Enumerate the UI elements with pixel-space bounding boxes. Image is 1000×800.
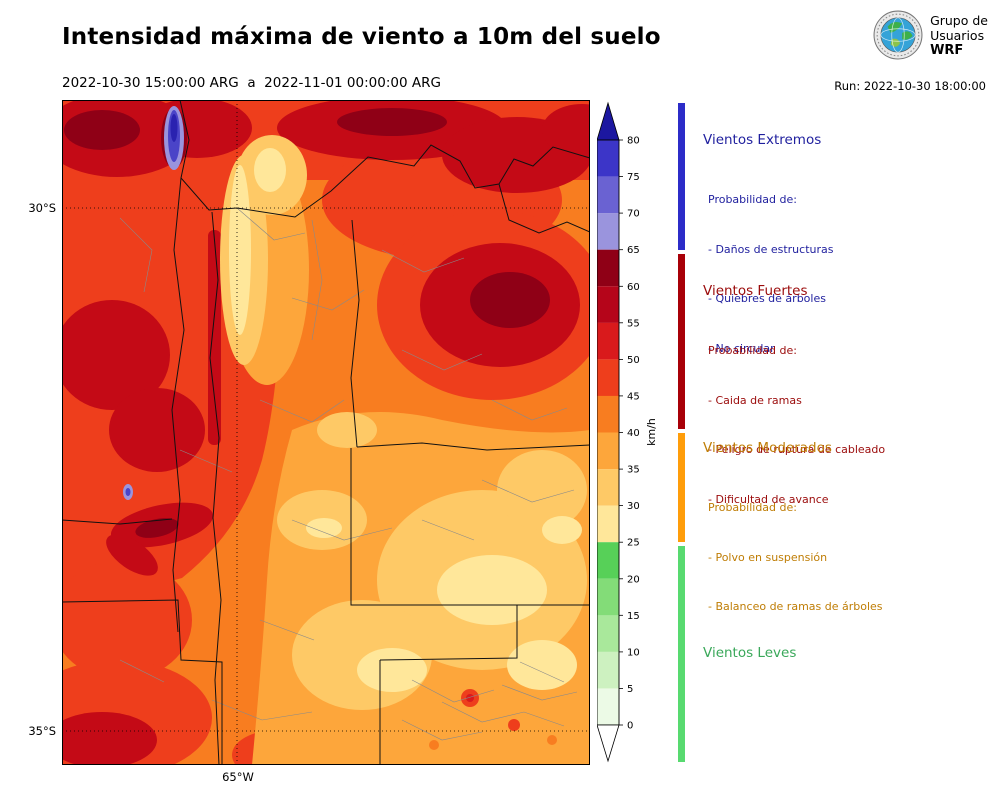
wind-map [62,100,590,765]
legend-item: - Polvo en suspensión [708,550,828,564]
svg-text:55: 55 [627,318,640,329]
category-strip-fuertes [678,254,685,429]
category-strip-extremos [678,103,685,250]
svg-text:25: 25 [627,538,640,549]
legend-prob-label: Probabilidad de: [708,193,797,206]
wrf-logo: Grupo de Usuarios WRF [873,10,988,60]
legend-item: - Quiebres de árboles [708,292,826,305]
legend-body-moderados: Probabilidad de: - Polvo en suspensión -… [703,467,993,649]
legend-title-fuertes: Vientos Fuertes [703,283,808,299]
svg-text:30: 30 [627,501,640,512]
legend-fuertes: Vientos Fuertes Probabilidad de: - Caida… [703,283,993,541]
svg-text:75: 75 [627,172,640,183]
legend-title-moderados: Vientos Moderados [703,440,832,456]
legend-item: - Caida de ramas [708,393,802,407]
svg-text:5: 5 [627,684,633,695]
lat-label-30s: 30°S [28,201,56,215]
legend-leves: Vientos Leves [703,645,993,661]
svg-text:60: 60 [627,282,640,293]
logo-line3: WRF [930,42,964,58]
legend-item: - Balanceo de ramas de árboles [708,600,883,613]
model-run-label: Run: 2022-10-30 18:00:00 [834,79,986,93]
legend-title-extremos: Vientos Extremos [703,132,822,148]
legend-extremos: Vientos Extremos Probabilidad de: - Daño… [703,132,993,390]
svg-text:15: 15 [627,611,640,622]
svg-text:20: 20 [627,574,640,585]
legend-prob-label: Probabilidad de: [708,344,797,357]
svg-text:45: 45 [627,391,640,402]
legend-body-fuertes: Probabilidad de: - Caida de ramas - Peli… [703,310,993,541]
lat-label-35s: 35°S [28,724,56,738]
map-frame [62,100,590,765]
wind-field-fill [62,100,590,765]
colorbar-segments [597,101,620,763]
colorbar-ticks [619,139,623,726]
lon-label-65w: 65°W [222,770,254,784]
svg-text:10: 10 [627,647,640,658]
legend-title-leves: Vientos Leves [703,645,797,661]
province-borders [62,100,590,765]
page-title: Intensidad máxima de viento a 10m del su… [62,24,661,50]
globe-icon [873,10,923,60]
department-borders [119,207,578,741]
colorbar-tick-labels: 80 75 70 65 60 55 50 45 40 35 30 25 20 1… [627,136,640,732]
legend-prob-label: Probabilidad de: [708,501,797,514]
legend-item: - Daños de estructuras [708,242,834,256]
colorbar-under-arrow [597,724,620,763]
svg-text:65: 65 [627,245,640,256]
svg-text:50: 50 [627,355,640,366]
svg-text:0: 0 [627,721,633,732]
graticule-lines [62,100,590,765]
colorbar-unit-label: km/h [645,418,658,446]
svg-text:80: 80 [627,136,640,147]
svg-text:70: 70 [627,209,640,220]
legend-body-extremos: Probabilidad de: - Daños de estructuras … [703,159,993,390]
colorbar: 80 75 70 65 60 55 50 45 40 35 30 25 20 1… [597,101,658,763]
legend-moderados: Vientos Moderados Probabilidad de: - Pol… [703,440,993,649]
legend-item: - Dificultad de avance [708,492,829,506]
legend-item: - No circular [708,341,775,355]
logo-text: Grupo de Usuarios WRF [930,13,988,58]
valid-period: 2022-10-30 15:00:00 ARG a 2022-11-01 00:… [62,75,441,91]
category-strip-moderados [678,433,685,542]
svg-text:40: 40 [627,428,640,439]
svg-text:35: 35 [627,465,640,476]
colorbar-over-arrow [597,101,620,141]
logo-line1: Grupo de [930,12,988,28]
logo-line2: Usuarios [930,27,985,43]
legend-item: - Peligro de ruptura de cableado [708,443,886,456]
category-strip-leves [678,546,685,762]
